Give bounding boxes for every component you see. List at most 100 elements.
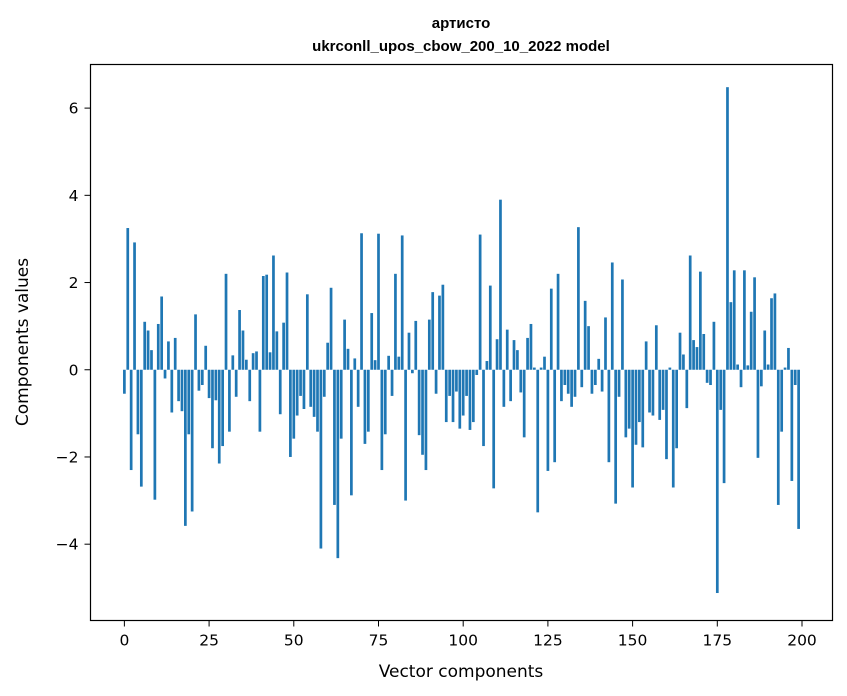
bar [787,347,790,370]
bar [577,227,580,370]
bar [370,313,374,370]
bar [451,369,455,423]
bar [278,369,282,415]
bar [709,369,712,386]
bar [309,369,313,407]
chart-title: артисто [432,15,491,32]
bar [621,279,624,370]
bar [678,332,682,370]
bar [129,369,133,471]
bar [339,369,343,439]
bar [743,270,746,370]
bar [431,292,435,370]
bar [634,369,638,445]
bar [502,369,506,407]
bar [316,369,319,432]
x-tick-label: 0 [119,632,129,650]
bar [133,242,136,370]
bar [458,369,462,429]
bar [441,284,445,370]
bar [553,369,557,463]
bar [638,369,641,423]
bar [360,233,363,370]
bar [722,369,726,484]
bar [272,255,275,370]
bar [448,369,451,396]
bar [651,369,655,416]
bar [197,369,201,391]
bar [434,369,438,394]
bar [255,351,258,370]
bar [356,369,360,407]
bar [177,369,180,402]
bar [665,369,668,460]
bar [532,367,536,370]
bar [380,369,384,471]
bar [773,293,777,370]
bar [699,271,702,370]
bar [505,329,509,370]
bar [614,369,618,504]
bar [516,350,519,370]
bar [607,369,611,463]
bar [668,367,672,370]
bar [485,361,489,370]
bar [736,364,739,370]
bar [560,369,563,402]
bar [685,369,689,409]
bar [153,369,157,500]
bar [566,369,570,394]
bar [641,369,645,448]
y-tick-label: 6 [69,100,79,118]
bar [343,319,346,370]
bar [549,288,553,370]
bar [163,369,167,379]
bar [319,369,323,549]
bar [488,285,492,370]
bar [363,369,367,444]
bar [563,369,567,386]
bar [658,369,662,420]
bar [682,354,685,370]
bar [387,355,391,370]
x-tick-label: 125 [533,632,563,650]
bar [167,341,170,370]
bar [245,359,248,370]
bar [661,369,665,410]
bar [763,330,767,370]
bar [600,369,604,392]
bar [390,369,394,396]
bar [184,369,187,526]
y-tick-label: 0 [69,361,79,379]
bar [326,342,330,370]
bar [522,369,526,438]
bar [756,369,760,458]
bar [783,367,787,370]
bar [305,294,309,370]
bar [675,369,678,449]
bar [295,369,299,416]
bar [248,369,252,402]
x-tick-label: 50 [284,632,304,650]
bar [424,369,428,471]
bar [455,369,458,392]
bar [746,365,750,370]
bar [333,369,336,505]
bar [217,369,221,464]
x-axis-label: Vector components [379,662,544,682]
y-axis: −4 −2 0 2 4 6 [56,100,91,554]
bar [329,287,333,370]
bar [187,369,191,435]
x-tick-label: 100 [448,632,478,650]
bar [156,323,160,370]
bar [414,320,418,370]
bar [322,369,326,397]
bar [472,369,475,423]
bar [411,369,414,374]
bar [265,274,269,370]
bar [715,369,719,594]
bar [383,369,387,435]
bar [221,369,224,447]
bar [211,369,214,449]
bar [593,369,597,386]
